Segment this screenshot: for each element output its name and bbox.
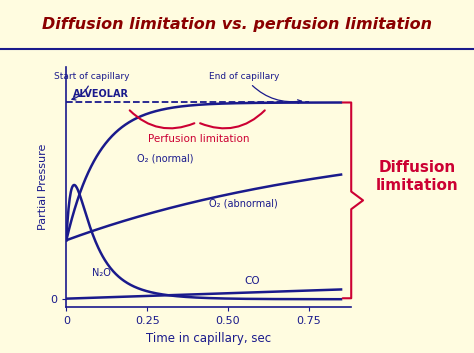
X-axis label: Time in capillary, sec: Time in capillary, sec [146, 332, 271, 345]
Y-axis label: Partial Pressure: Partial Pressure [37, 144, 47, 230]
Text: O₂ (normal): O₂ (normal) [137, 154, 194, 163]
Text: Diffusion limitation vs. perfusion limitation: Diffusion limitation vs. perfusion limit… [42, 17, 432, 32]
Text: CO: CO [244, 276, 260, 287]
Text: N₂O: N₂O [92, 268, 111, 277]
Text: Start of capillary: Start of capillary [55, 72, 130, 100]
Text: O₂ (abnormal): O₂ (abnormal) [209, 199, 277, 209]
Text: ALVEOLAR: ALVEOLAR [73, 89, 129, 98]
Text: End of capillary: End of capillary [209, 72, 301, 103]
Text: Perfusion limitation: Perfusion limitation [148, 134, 250, 144]
Text: Diffusion
limitation: Diffusion limitation [376, 160, 458, 193]
